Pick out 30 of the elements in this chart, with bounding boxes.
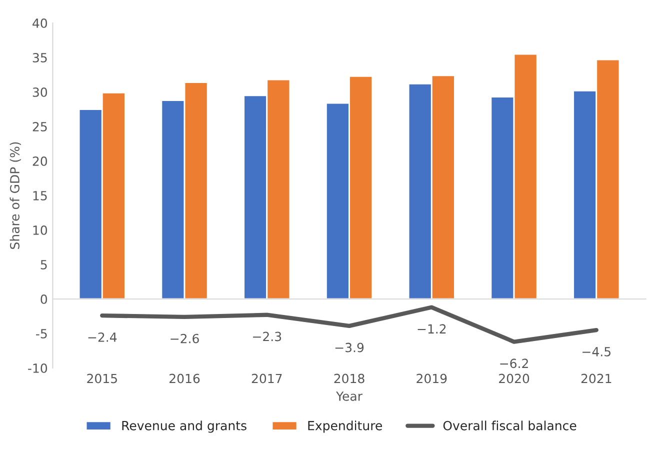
x-tick-label: 2019 (416, 374, 447, 384)
y-tick-label: 30 (32, 87, 48, 97)
data-label: −4.5 (582, 347, 610, 356)
x-tick-label: 2020 (499, 374, 530, 384)
legend-label: Expenditure (308, 420, 382, 433)
x-tick-label: 2015 (87, 374, 117, 384)
data-label: −1.2 (418, 324, 446, 334)
data-label: −2.6 (170, 334, 199, 344)
y-tick-label: -5 (36, 329, 47, 338)
x-tick-label: 2018 (334, 374, 364, 384)
data-label: −2.3 (253, 332, 282, 342)
y-tick-label: 35 (32, 52, 47, 62)
legend-label: Overall fiscal balance (443, 420, 576, 430)
y-tick-label: 20 (32, 156, 48, 166)
y-axis-title: Share of GDP (%) (10, 142, 21, 249)
data-label: −6.2 (500, 358, 528, 368)
y-tick-label: -10 (28, 363, 48, 373)
legend-label: Revenue and grants (122, 420, 246, 433)
data-label: −2.4 (88, 332, 117, 342)
y-tick-label: 5 (40, 260, 47, 270)
x-tick-label: 2021 (581, 374, 612, 384)
y-tick-label: 25 (32, 122, 47, 132)
x-axis-title: Year (336, 392, 363, 401)
x-tick-label: 2016 (170, 374, 200, 384)
y-tick-label: 40 (32, 18, 48, 28)
y-tick-label: 0 (40, 294, 48, 304)
y-tick-label: 10 (33, 225, 48, 235)
x-tick-label: 2017 (252, 374, 282, 384)
y-tick-label: 15 (33, 191, 47, 200)
data-label: −3.9 (335, 342, 364, 352)
